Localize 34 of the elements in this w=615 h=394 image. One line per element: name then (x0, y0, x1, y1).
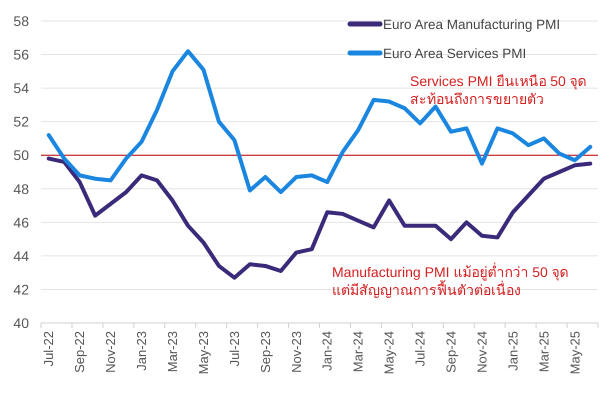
x-tick-label: May-25 (567, 331, 582, 374)
legend-label: Euro Area Services PMI (383, 46, 526, 61)
x-tick-label: Sep-24 (444, 331, 459, 373)
y-tick-label: 54 (13, 80, 30, 96)
x-tick-label: Nov-24 (474, 331, 490, 373)
legend-label: Euro Area Manufacturing PMI (383, 17, 560, 32)
y-tick-label: 40 (13, 315, 30, 331)
y-tick-label: 58 (13, 13, 30, 29)
x-tick-label: May-23 (196, 331, 211, 374)
x-tick-label: Mar-23 (165, 331, 180, 372)
annotation: Services PMI ยืนเหนือ 50 จุด สะท้อนถึงการขยายตัว (410, 73, 587, 107)
x-tick-label: Jan-23 (134, 331, 150, 371)
x-tick-label: Nov-23 (288, 331, 304, 373)
y-tick-label: 52 (13, 114, 30, 130)
line-series (46, 49, 592, 194)
x-tick-label: Jan-25 (505, 331, 520, 371)
line-series (46, 156, 592, 280)
x-tick-label: Jul-23 (226, 331, 242, 366)
x-tick-label: Jul-24 (412, 331, 428, 366)
y-tick-label: 46 (13, 214, 30, 230)
y-tick-label: 50 (13, 147, 30, 164)
y-tick-label: 56 (13, 46, 30, 63)
x-tick-label: Sep-23 (258, 331, 273, 373)
x-tick-label: Mar-24 (350, 331, 366, 372)
x-tick-label: Jan-24 (320, 331, 335, 371)
x-tick-label: Nov-22 (103, 331, 118, 373)
x-tick-label: Jul-22 (41, 331, 56, 366)
annotation: Manufacturing PMI แม้อยู่ต่ำกว่า 50 จุด แต่มีสัญญาณการฟื้นตัวต่อเนื่อง (332, 263, 569, 298)
y-tick-label: 42 (13, 281, 30, 298)
x-tick-label: Sep-22 (72, 331, 88, 373)
y-tick-label: 44 (13, 248, 30, 264)
y-tick-label: 48 (13, 180, 30, 197)
x-tick-label: May-24 (382, 331, 397, 374)
x-tick-label: Mar-25 (536, 331, 552, 372)
